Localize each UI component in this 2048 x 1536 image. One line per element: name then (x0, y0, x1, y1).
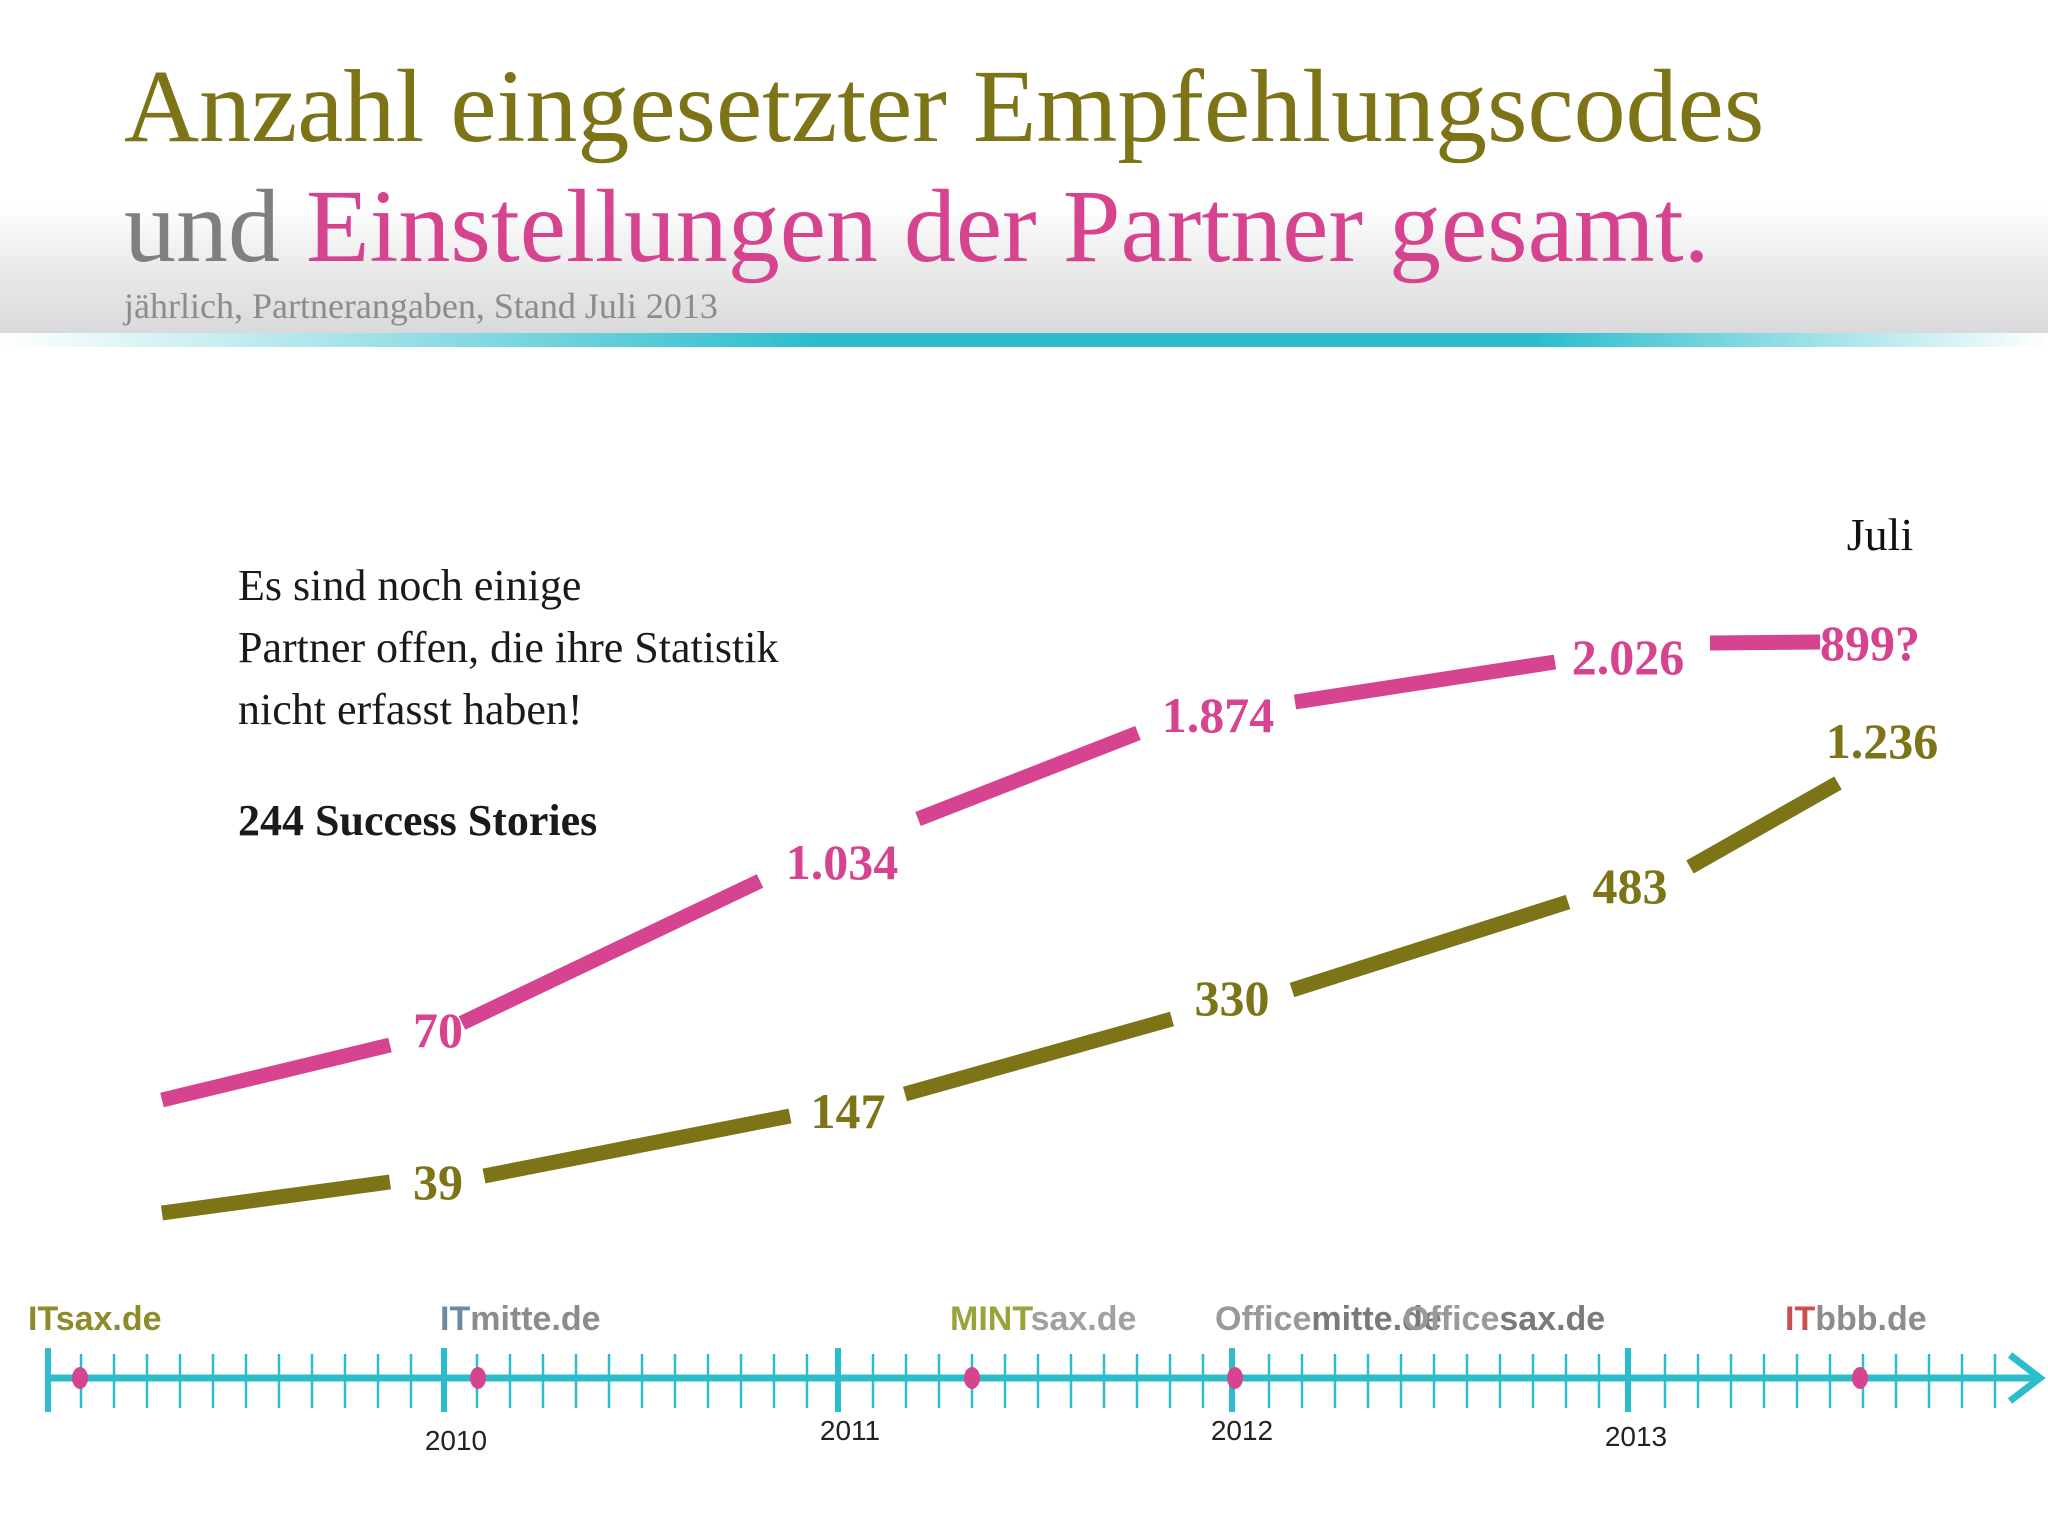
chart-data-labels: 70 1.034 1.874 2.026 899? 39 147 330 483 1.236 (413, 615, 1938, 1210)
series-2-label-1: 39 (413, 1154, 463, 1210)
title-line-2: und Einstellungen der Partner gesamt. (124, 175, 1710, 279)
partner-logo-5: Officesax.de (1403, 1300, 1605, 1338)
timeline-event-dot (72, 1367, 88, 1389)
success-stories-count: 244 Success Stories (238, 796, 598, 845)
header-band (0, 205, 2048, 333)
timeline-arrow-icon (2007, 1352, 2046, 1404)
title-line-1: Anzahl eingesetzter Empfehlungscodes (124, 49, 1765, 164)
series-2-segment-4 (1289, 894, 1571, 998)
note-text: Es sind noch einige Partner offen, die i… (238, 555, 779, 741)
subtitle: jährlich, Partnerangaben, Stand Juli 201… (124, 286, 718, 326)
series-2-segment-5 (1686, 776, 1842, 874)
timeline: 2010 2011 2012 2013 (45, 1348, 2046, 1456)
timeline-event-dot (470, 1367, 486, 1389)
partner-logo-3: MINTsax.de (950, 1300, 1136, 1338)
x-label-juli: Juli (1847, 509, 1913, 560)
note-line-1: Es sind noch einige (238, 561, 582, 610)
partner-logo-6: ITbbb.de (1785, 1300, 1927, 1338)
series-2-label-3: 330 (1195, 970, 1270, 1026)
title-line-2-highlight: Einstellungen der Partner gesamt. (306, 169, 1710, 284)
note-line-2: Partner offen, die ihre Statistik (238, 623, 779, 672)
series-1-label-1: 70 (413, 1002, 463, 1058)
note-line-3: nicht erfasst haben! (238, 685, 583, 734)
partner-logo-4: Officemitte.de (1215, 1300, 1442, 1338)
chart-lines (160, 634, 1842, 1221)
partner-logo-1: ITsax.de (28, 1300, 162, 1338)
series-2-label-2: 147 (811, 1083, 886, 1139)
series-1-label-2: 1.034 (786, 834, 899, 890)
partner-logo-2: ITmitte.de (440, 1300, 601, 1338)
title-line-2-prefix: und (124, 169, 280, 284)
series-2-segment-2 (482, 1108, 792, 1184)
series-1-segment-3 (915, 726, 1141, 826)
series-2-segment-3 (902, 1011, 1175, 1102)
series-1-label-5: 899? (1820, 615, 1920, 671)
series-1-segment-5 (1709, 634, 1821, 651)
series-1-segment-4 (1293, 654, 1557, 710)
timeline-year-2012: 2012 (1211, 1415, 1273, 1446)
timeline-year-2010: 2010 (425, 1425, 487, 1456)
series-2-label-4: 483 (1593, 858, 1668, 914)
timeline-event-dot (964, 1367, 980, 1389)
timeline-year-2011: 2011 (820, 1415, 880, 1446)
timeline-year-2013: 2013 (1605, 1421, 1667, 1452)
series-2-label-5: 1.236 (1826, 713, 1939, 769)
series-1-segment-2 (458, 874, 764, 1030)
timeline-event-dot (1227, 1367, 1243, 1389)
header-accent-line (0, 333, 2048, 347)
timeline-event-dot (1852, 1367, 1868, 1389)
series-1-segment-1 (160, 1037, 392, 1108)
series-1-label-4: 2.026 (1572, 629, 1685, 685)
partner-logos: ITsax.de ITmitte.de MINTsax.de Officemitte.… (28, 1300, 1927, 1338)
series-2-segment-1 (160, 1174, 392, 1221)
series-1-label-3: 1.874 (1162, 687, 1275, 743)
